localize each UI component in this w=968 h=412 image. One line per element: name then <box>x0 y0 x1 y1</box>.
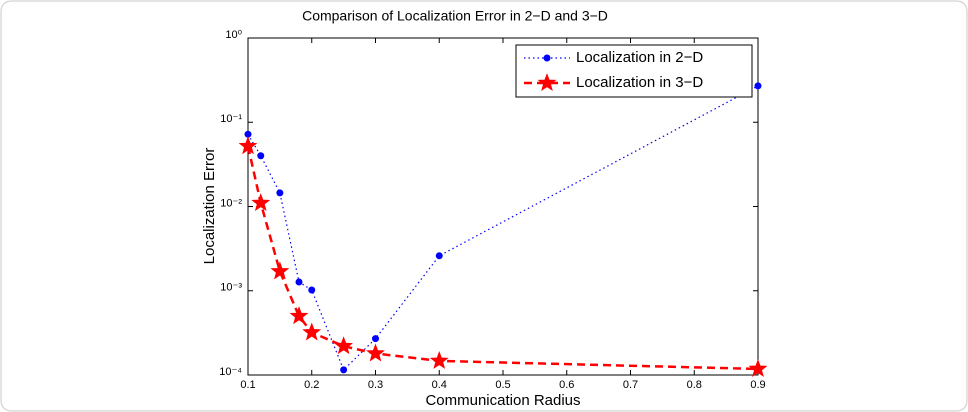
data-point <box>754 82 762 90</box>
x-tick-label: 0.7 <box>623 379 638 391</box>
x-tick-label: 0.5 <box>495 379 510 391</box>
x-tick-label: 0.2 <box>304 379 319 391</box>
data-point <box>238 136 258 155</box>
data-point <box>295 278 303 286</box>
data-point <box>372 335 379 343</box>
x-axis-label: Communication Radius <box>425 392 580 409</box>
legend-label: Localization in 3−D <box>576 74 703 91</box>
data-point <box>334 336 354 355</box>
data-point <box>435 252 443 260</box>
legend-marker <box>537 73 557 92</box>
legend-box <box>515 44 753 98</box>
y-tick-label: 10⁻² <box>220 197 242 209</box>
x-tick-label: 0.6 <box>559 379 574 391</box>
data-point <box>748 359 768 377</box>
x-tick-label: 0.9 <box>750 379 765 391</box>
legend: Localization in 2−D Localization in 3−D <box>515 44 753 98</box>
data-point <box>340 366 348 374</box>
data-point <box>429 350 449 369</box>
legend-marker <box>543 54 551 62</box>
x-tick-label: 0.4 <box>432 379 447 391</box>
data-point <box>366 343 385 362</box>
x-tick-label: 0.3 <box>368 379 383 391</box>
data-point <box>251 193 271 212</box>
y-tick-label: 10⁰ <box>225 29 242 41</box>
x-tick-label: 0.8 <box>687 379 702 391</box>
data-point <box>276 189 284 197</box>
data-point <box>302 322 322 341</box>
y-tick-label: 10⁻³ <box>220 282 242 294</box>
chart-title: Comparison of Localization Error in 2−D … <box>302 8 608 24</box>
legend-label: Localization in 2−D <box>576 49 703 66</box>
data-point <box>270 261 290 280</box>
x-tick-label: 0.1 <box>240 379 255 391</box>
y-axis-label: Localization Error <box>201 148 218 265</box>
data-point <box>308 286 316 294</box>
data-point <box>257 152 265 160</box>
y-tick-label: 10⁻¹ <box>220 113 242 125</box>
data-point <box>289 306 309 325</box>
y-tick-label: 10⁻⁴ <box>219 366 242 378</box>
plot-layer: 0.1 0.2 0.3 0.4 0.5 0.6 0.7 0.8 0.9 10⁻⁴ 10⁻³ 10⁻² 1… <box>219 29 768 391</box>
